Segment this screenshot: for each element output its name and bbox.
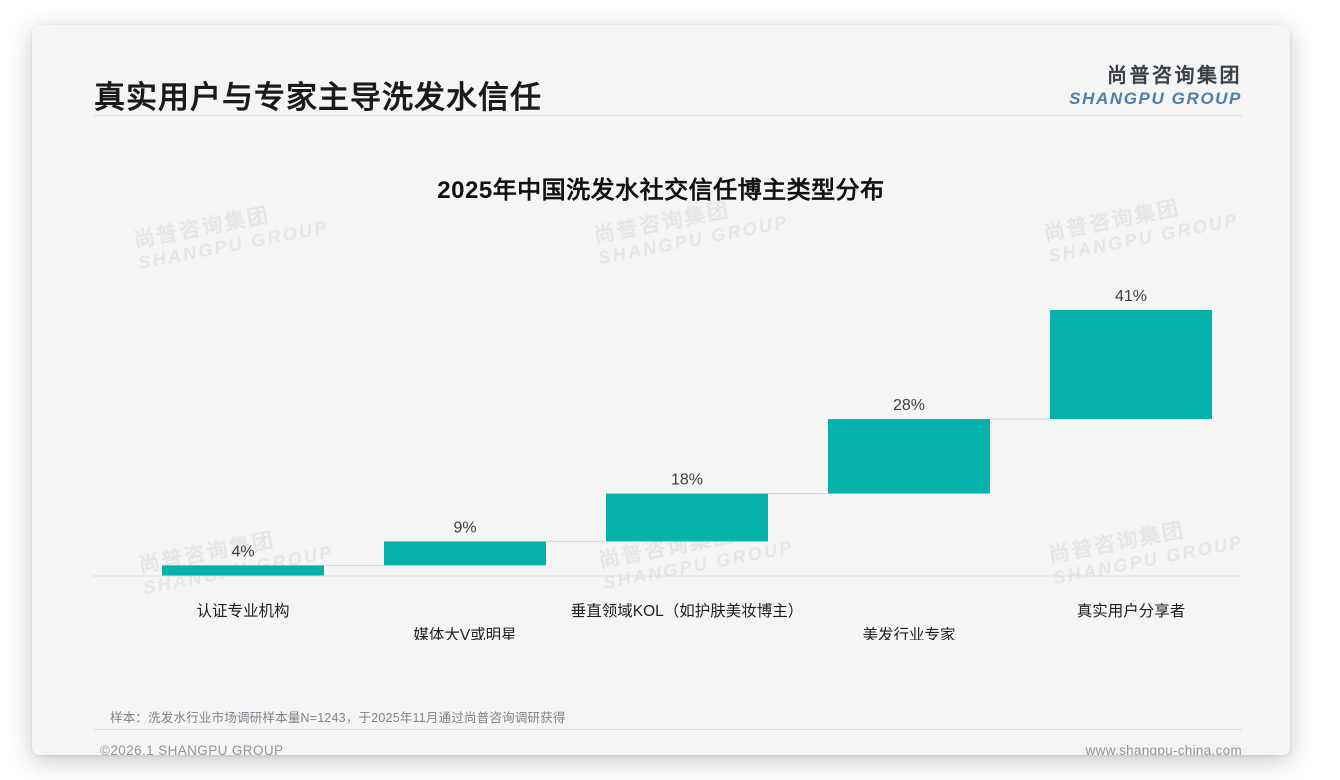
value-label-1: 9% xyxy=(453,519,476,536)
bar-0 xyxy=(162,565,324,576)
bars xyxy=(162,310,1212,576)
category-label-0: 认证专业机构 xyxy=(196,602,289,620)
footer-website: www.shangpu-china.com xyxy=(1085,743,1242,755)
brand-name-en: SHANGPU GROUP xyxy=(1069,88,1242,108)
category-label-1: 媒体大V或明星 xyxy=(413,626,516,640)
waterfall-chart: 4% 9% 18% 28% 41% 认证专业机构媒体大V或明星 垂直领域KOL（如护肤美妆… xyxy=(62,220,1262,640)
footer-copyright: ©2026.1 SHANGPU GROUP xyxy=(100,743,284,755)
chart-title: 2025年中国洗发水社交信任博主类型分布 xyxy=(437,177,885,204)
footer-divider xyxy=(94,729,1242,730)
footnote: 样本：洗发水行业市场调研样本量N=1243，于2025年11月通过尚普咨询调研获… xyxy=(110,711,566,725)
category-label-2: 垂直领域KOL（如护肤美妆博主） xyxy=(571,602,804,620)
header-divider xyxy=(94,115,1242,116)
connector-lines xyxy=(324,418,1050,566)
value-label-0: 4% xyxy=(231,543,254,560)
bar-1 xyxy=(384,541,546,566)
page-title: 真实用户与专家主导洗发水信任 xyxy=(94,80,542,115)
bar-2 xyxy=(606,493,768,542)
bar-3 xyxy=(828,419,990,494)
bar-4 xyxy=(1050,310,1212,420)
slide-header: 真实用户与专家主导洗发水信任 尚普咨询集团 SHANGPU GROUP xyxy=(32,25,1290,115)
value-label-2: 18% xyxy=(671,472,703,489)
value-label-4: 41% xyxy=(1115,288,1147,305)
category-label-4: 真实用户分享者 xyxy=(1077,602,1186,620)
brand-logo: 尚普咨询集团 SHANGPU GROUP xyxy=(1069,65,1242,109)
value-label-3: 28% xyxy=(893,397,925,414)
slide-card: 尚普咨询集团 SHANGPU GROUP 尚普咨询集团 SHANGPU GROU… xyxy=(32,25,1290,755)
brand-name-cn: 尚普咨询集团 xyxy=(1107,65,1242,87)
value-labels: 4% 9% 18% 28% 41% xyxy=(231,288,1147,560)
category-label-3: 美发行业专家 xyxy=(862,626,955,640)
